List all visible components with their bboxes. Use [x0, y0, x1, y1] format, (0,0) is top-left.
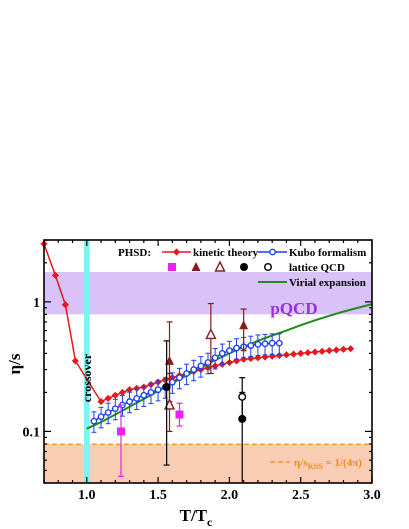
series-point-0: [261, 353, 269, 361]
lattice-point: [164, 355, 174, 365]
series-point-1: [111, 405, 119, 413]
pqcd-band: [44, 271, 372, 315]
series-point-0: [118, 388, 127, 397]
series-point-0: [104, 394, 112, 402]
series-point-0: [339, 345, 348, 353]
plot-frame: [43, 239, 373, 484]
series-point-0: [311, 348, 319, 356]
y-axis-title: η/s: [5, 353, 24, 374]
series-point-1: [225, 347, 233, 355]
series-point-1: [176, 374, 183, 382]
kss-label: η/sKSS = 1/(4π): [294, 457, 362, 471]
y-tick-label: 0.1: [23, 425, 41, 440]
x-tick-label: 2.0: [221, 488, 239, 503]
series-point-1: [154, 386, 162, 394]
series-point-1: [183, 370, 191, 377]
series-point-0: [51, 271, 60, 279]
lattice-point: [117, 427, 126, 436]
kss-label-sub: KSS: [308, 462, 324, 471]
legend-marker-open-circle: [264, 263, 273, 272]
y-tick-label: 1: [33, 296, 40, 311]
series-point-1: [247, 342, 255, 349]
series-point-1: [126, 398, 133, 405]
legend-prefix: PHSD:: [118, 247, 151, 259]
series-point-0: [61, 301, 69, 309]
series-point-1: [168, 378, 176, 386]
lattice-point: [205, 327, 217, 340]
series-point-1: [218, 350, 226, 357]
legend: PHSD: kinetic theory Kubo formalism lattice…: [118, 247, 366, 289]
data-points: [40, 240, 355, 483]
series-point-1: [133, 394, 141, 402]
x-tick-label: 1.5: [149, 488, 167, 503]
series-point-0: [125, 386, 134, 394]
lattice-point: [239, 320, 249, 330]
crossover-label: crossover: [80, 353, 94, 402]
series-point-0: [318, 347, 326, 355]
series-point-0: [111, 391, 119, 399]
crossover-band: [83, 240, 90, 483]
series-point-0: [282, 351, 291, 359]
x-axis-title: T/Tc: [180, 506, 213, 529]
kss-band: [44, 444, 372, 483]
lattice-point: [162, 383, 171, 392]
kss-label-rest: = 1/(4π): [323, 457, 363, 469]
series-point-1: [97, 413, 105, 421]
series-point-1: [261, 340, 269, 348]
series-point-1: [140, 391, 148, 399]
series-point-1: [90, 417, 98, 425]
pqcd-label: pQCD: [270, 299, 317, 318]
legend-marker-square: [168, 263, 176, 271]
series-point-1: [197, 362, 205, 370]
legend-label-kubo: Kubo formalism: [289, 247, 366, 259]
x-tick-label: 2.5: [292, 488, 310, 503]
legend-marker-kubo: [269, 248, 276, 256]
series-point-1: [275, 339, 283, 347]
legend-marker-open-triangle: [214, 260, 226, 272]
series-point-1: [233, 344, 240, 352]
series-point-0: [289, 350, 298, 358]
series-point-0: [332, 346, 340, 354]
lattice-point: [163, 398, 176, 410]
series-point-1: [147, 389, 155, 396]
axes: 1.0 1.5 2.0 2.5 3.0 0.1 1 T/Tc η/s: [5, 239, 381, 529]
legend-label-kinetic: kinetic theory: [193, 247, 259, 259]
series-point-1: [204, 359, 212, 366]
series-line-0: [43, 243, 351, 403]
series-point-0: [247, 354, 255, 363]
lattice-point: [175, 410, 184, 419]
series-point-0: [71, 357, 79, 365]
series-point-0: [347, 345, 355, 353]
x-tick-label: 1.0: [78, 488, 96, 503]
series-point-0: [225, 358, 233, 367]
legend-marker-filled-circle: [240, 263, 248, 271]
legend-label-lattice: lattice QCD: [289, 262, 345, 274]
legend-marker-kinetic: [172, 248, 181, 256]
x-tick-label: 3.0: [363, 488, 381, 503]
legend-label-virial: Virial expansion: [289, 277, 366, 289]
series-point-0: [275, 351, 283, 360]
series-point-1: [211, 354, 219, 362]
series-point-0: [325, 347, 333, 355]
lattice-point: [238, 392, 247, 401]
legend-marker-filled-triangle: [191, 262, 201, 271]
band-labels: crossover pQCD η/sKSS = 1/(4π): [80, 299, 362, 471]
series-point-1: [254, 340, 262, 348]
background-bands: [44, 240, 372, 483]
series-point-0: [97, 397, 105, 406]
x-axis-title-sub: c: [207, 515, 213, 529]
series-point-1: [104, 409, 112, 416]
series-point-0: [304, 349, 312, 357]
series-point-0: [297, 349, 305, 358]
series-point-0: [133, 384, 141, 392]
series-point-1: [190, 366, 198, 373]
series-point-1: [268, 339, 276, 347]
series-point-0: [268, 352, 276, 360]
